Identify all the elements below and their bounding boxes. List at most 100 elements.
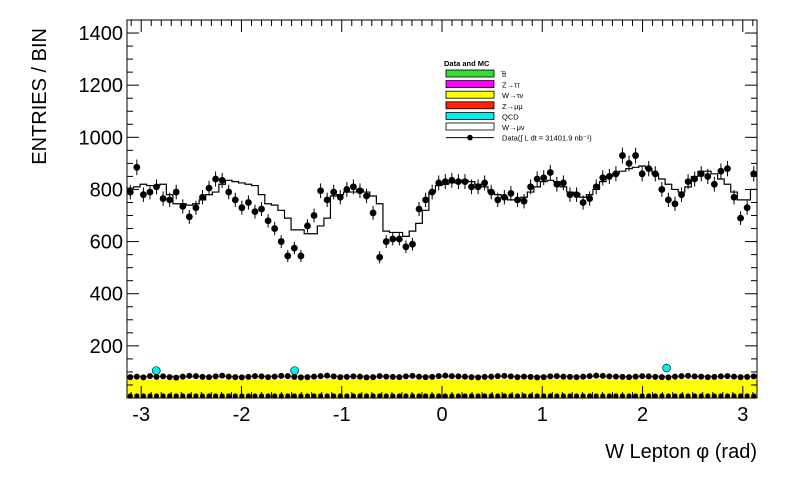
data-point-low: [560, 373, 567, 380]
mc-bar-wtaunu: [264, 379, 272, 398]
mc-bar-wtaunu: [704, 379, 712, 398]
data-point-zero: [226, 393, 232, 399]
data-point-low: [324, 372, 331, 379]
mc-bar-wtaunu: [435, 379, 443, 398]
mc-bar-wtaunu: [671, 379, 679, 398]
data-point-low: [179, 373, 186, 380]
data-point: [487, 188, 495, 196]
data-point-zero: [193, 393, 199, 399]
data-point-zero: [403, 393, 409, 399]
data-point-low: [238, 374, 245, 381]
data-point: [697, 170, 705, 178]
data-point-zero: [383, 393, 389, 399]
mc-bar-wtaunu: [494, 379, 502, 398]
data-point-zero: [547, 393, 553, 399]
data-point-low: [612, 373, 619, 380]
data-point-zero: [593, 393, 599, 399]
mc-bar-wtaunu: [153, 379, 161, 398]
mc-bar-wtaunu: [323, 379, 331, 398]
mc-bar-wtaunu: [540, 379, 548, 398]
mc-bar-wtaunu: [448, 379, 456, 398]
legend-entry-label: Data(∫ L dt = 31401.9 nb⁻¹): [502, 134, 592, 143]
mc-bar-wtaunu: [579, 379, 587, 398]
data-point-low: [409, 372, 416, 379]
mc-bar-wtaunu: [566, 379, 574, 398]
data-point-low: [429, 373, 436, 380]
data-point-low: [245, 373, 252, 380]
mc-bar-wtaunu: [140, 380, 147, 398]
mc-bar-wtaunu: [369, 379, 377, 398]
mc-bar-wtaunu: [442, 379, 449, 398]
data-point-low: [258, 373, 265, 380]
data-point-low: [593, 372, 600, 379]
data-point: [376, 253, 384, 261]
legend-swatch: [445, 80, 495, 88]
legend-swatch: [445, 122, 495, 131]
mc-bar-wtaunu: [172, 379, 180, 398]
data-point: [356, 187, 364, 195]
data-point: [304, 222, 311, 230]
data-point-low: [317, 373, 324, 380]
data-point-zero: [436, 393, 442, 399]
data-point-zero: [534, 393, 540, 399]
mc-bar-wtaunu: [389, 379, 397, 398]
x-tick-label: -3: [132, 404, 150, 426]
data-point-low: [146, 373, 153, 380]
mc-bar-wtaunu: [297, 379, 305, 398]
data-point-zero: [567, 393, 573, 399]
data-point-zero: [495, 393, 501, 399]
data-point: [461, 178, 469, 186]
data-point-zero: [265, 393, 271, 399]
data-point-low: [396, 374, 403, 381]
data-point: [605, 173, 613, 180]
data-point-low: [521, 373, 528, 380]
mc-bar-wtaunu: [291, 379, 298, 398]
mc-bar-wtaunu: [251, 379, 259, 398]
data-point: [638, 170, 646, 178]
data-point: [546, 169, 554, 176]
mc-bar-wtaunu: [606, 379, 613, 398]
data-point: [448, 176, 456, 184]
data-point-low: [494, 373, 501, 380]
data-point: [494, 196, 502, 204]
mc-bar-wtaunu: [133, 379, 141, 398]
data-point: [225, 188, 233, 196]
data-point-zero: [573, 393, 580, 399]
data-point-low: [370, 374, 377, 381]
data-point: [573, 191, 580, 199]
data-point-zero: [626, 393, 632, 399]
mc-bar-wtaunu: [481, 380, 489, 398]
data-point-zero: [705, 393, 711, 399]
data-point-low: [291, 373, 298, 380]
data-point: [336, 193, 344, 201]
data-point: [290, 244, 298, 252]
legend-swatch: [445, 90, 495, 99]
data-point: [586, 195, 594, 202]
mc-bar-wtaunu: [199, 379, 207, 398]
data-point-low: [665, 374, 672, 381]
data-point-low: [698, 373, 705, 380]
mc-bar-wtaunu: [487, 379, 495, 398]
legend-header: Data and MC: [444, 59, 490, 68]
data-point: [271, 225, 279, 232]
data-point-low: [744, 373, 751, 380]
data-point-low: [488, 373, 495, 380]
data-point-zero: [416, 393, 422, 399]
mc-bar-wtaunu: [737, 379, 745, 398]
data-point-low: [225, 373, 232, 380]
data-point-low: [173, 374, 180, 381]
mc-bar-wtaunu: [717, 379, 725, 398]
data-point: [514, 196, 521, 204]
data-point-low: [580, 373, 587, 380]
mc-bar-wtaunu: [599, 379, 607, 398]
data-point: [507, 189, 515, 197]
data-point: [632, 152, 639, 159]
mc-bar-wtaunu: [337, 379, 344, 398]
data-point-low: [153, 373, 160, 380]
data-point-low: [468, 374, 475, 381]
mc-bar-wtaunu: [645, 379, 653, 398]
data-point-zero: [646, 393, 652, 399]
data-point-low: [731, 373, 738, 380]
data-point: [415, 205, 423, 213]
mc-bar-wtaunu: [166, 379, 174, 398]
